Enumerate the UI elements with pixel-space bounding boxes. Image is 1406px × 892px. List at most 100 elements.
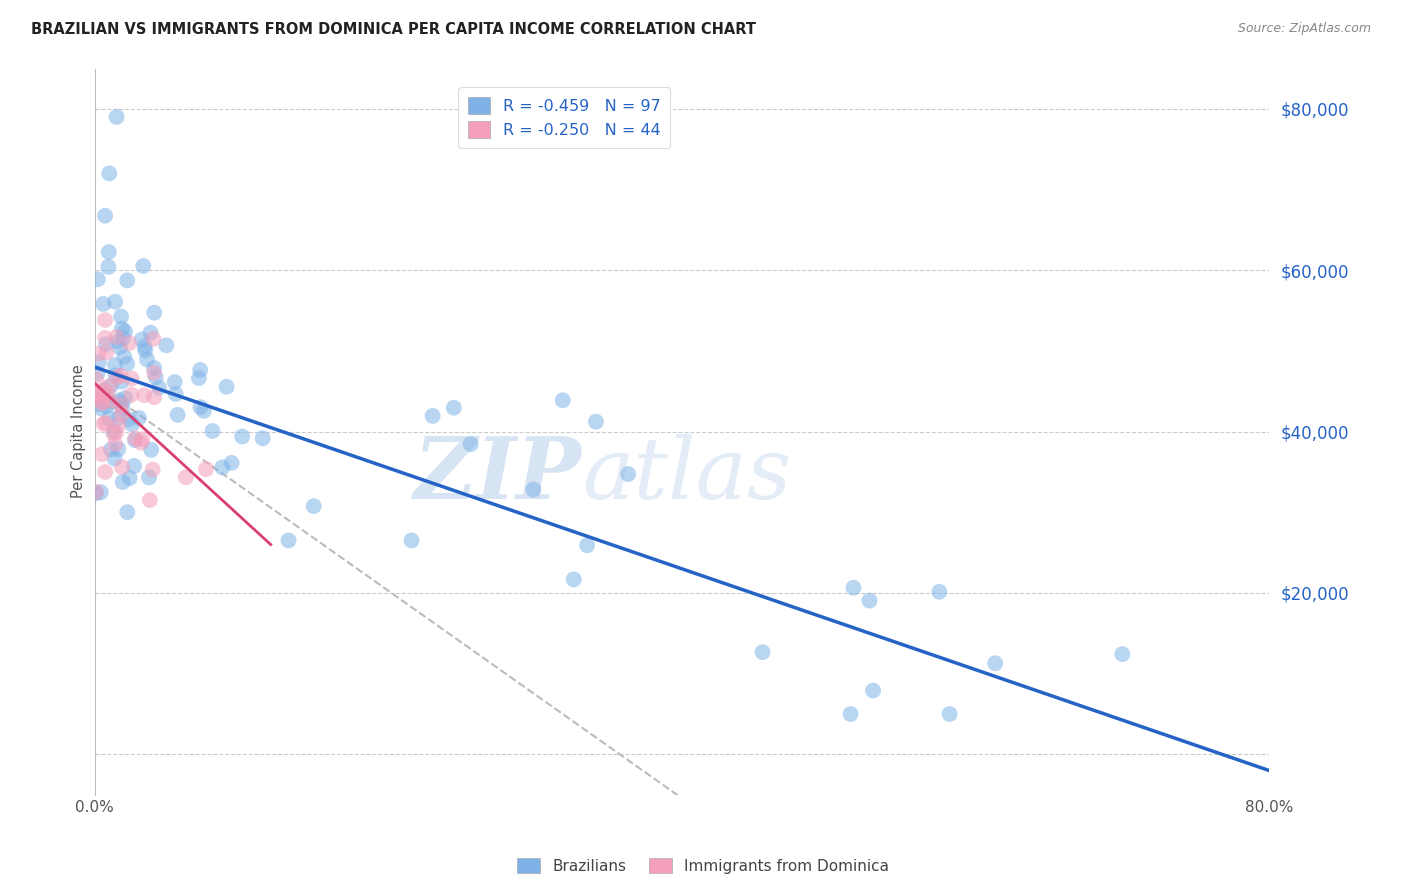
Point xyxy=(221,456,243,470)
Point xyxy=(617,467,640,481)
Text: BRAZILIAN VS IMMIGRANTS FROM DOMINICA PER CAPITA INCOME CORRELATION CHART: BRAZILIAN VS IMMIGRANTS FROM DOMINICA PE… xyxy=(31,22,756,37)
Point xyxy=(104,358,127,372)
Point xyxy=(141,442,163,457)
Point xyxy=(115,357,138,371)
Point xyxy=(166,408,188,422)
Point xyxy=(90,485,112,500)
Point xyxy=(111,475,134,489)
Point xyxy=(928,584,950,599)
Point xyxy=(115,273,138,287)
Legend: Brazilians, Immigrants from Dominica: Brazilians, Immigrants from Dominica xyxy=(510,852,896,880)
Point xyxy=(107,442,129,456)
Point xyxy=(129,435,152,450)
Point xyxy=(107,370,129,384)
Point xyxy=(91,396,114,410)
Point xyxy=(460,437,482,451)
Point xyxy=(174,470,197,484)
Point xyxy=(114,391,136,405)
Point xyxy=(100,395,122,409)
Point xyxy=(124,434,146,448)
Point xyxy=(148,381,170,395)
Point xyxy=(111,401,134,415)
Point xyxy=(193,404,215,418)
Point xyxy=(131,432,153,446)
Point xyxy=(422,409,444,423)
Point xyxy=(862,683,884,698)
Point xyxy=(84,486,107,500)
Point xyxy=(132,259,155,273)
Point xyxy=(143,306,166,320)
Text: atlas: atlas xyxy=(582,434,792,516)
Point xyxy=(215,380,238,394)
Point xyxy=(118,471,141,485)
Point xyxy=(134,343,156,358)
Point xyxy=(111,375,134,389)
Point xyxy=(108,393,131,408)
Text: ZIP: ZIP xyxy=(415,434,582,517)
Point xyxy=(96,345,118,359)
Point xyxy=(98,166,121,180)
Point xyxy=(86,397,108,411)
Point xyxy=(104,368,127,383)
Point xyxy=(103,425,125,439)
Point xyxy=(93,417,115,431)
Point xyxy=(96,400,118,414)
Point xyxy=(111,321,134,335)
Point xyxy=(163,375,186,389)
Point xyxy=(117,412,139,426)
Point xyxy=(443,401,465,415)
Point xyxy=(98,411,121,425)
Point xyxy=(90,401,112,416)
Point xyxy=(842,581,865,595)
Point xyxy=(938,706,960,721)
Point xyxy=(105,110,128,124)
Point xyxy=(104,437,127,451)
Point xyxy=(134,340,156,354)
Point xyxy=(103,427,125,442)
Point xyxy=(84,384,107,399)
Point xyxy=(90,447,112,461)
Point xyxy=(201,424,224,438)
Point xyxy=(142,366,165,380)
Point xyxy=(114,325,136,339)
Point xyxy=(97,245,120,260)
Point xyxy=(165,387,187,401)
Point xyxy=(139,326,162,340)
Point xyxy=(142,332,165,346)
Point xyxy=(93,384,115,398)
Point xyxy=(98,379,121,393)
Point xyxy=(839,706,862,721)
Point xyxy=(111,407,134,421)
Point xyxy=(128,411,150,425)
Point xyxy=(858,593,880,607)
Point xyxy=(187,371,209,385)
Point xyxy=(277,533,299,548)
Legend: R = -0.459   N = 97, R = -0.250   N = 44: R = -0.459 N = 97, R = -0.250 N = 44 xyxy=(458,87,671,148)
Point xyxy=(87,346,110,360)
Point xyxy=(551,393,574,408)
Point xyxy=(86,366,108,380)
Point xyxy=(121,371,143,385)
Point xyxy=(117,505,139,519)
Point xyxy=(84,392,107,407)
Point xyxy=(143,390,166,404)
Point xyxy=(96,386,118,401)
Point xyxy=(576,538,599,552)
Point xyxy=(100,393,122,408)
Point xyxy=(139,493,162,508)
Point xyxy=(112,331,135,345)
Point xyxy=(401,533,423,548)
Point xyxy=(105,425,128,440)
Point xyxy=(142,462,165,476)
Point xyxy=(1111,647,1133,661)
Point xyxy=(87,355,110,369)
Y-axis label: Per Capita Income: Per Capita Income xyxy=(72,365,86,499)
Point xyxy=(194,462,217,476)
Point xyxy=(155,338,177,352)
Point xyxy=(302,499,325,513)
Point xyxy=(100,379,122,393)
Point xyxy=(110,396,132,410)
Point xyxy=(111,460,134,475)
Point xyxy=(122,458,145,473)
Point xyxy=(138,470,160,484)
